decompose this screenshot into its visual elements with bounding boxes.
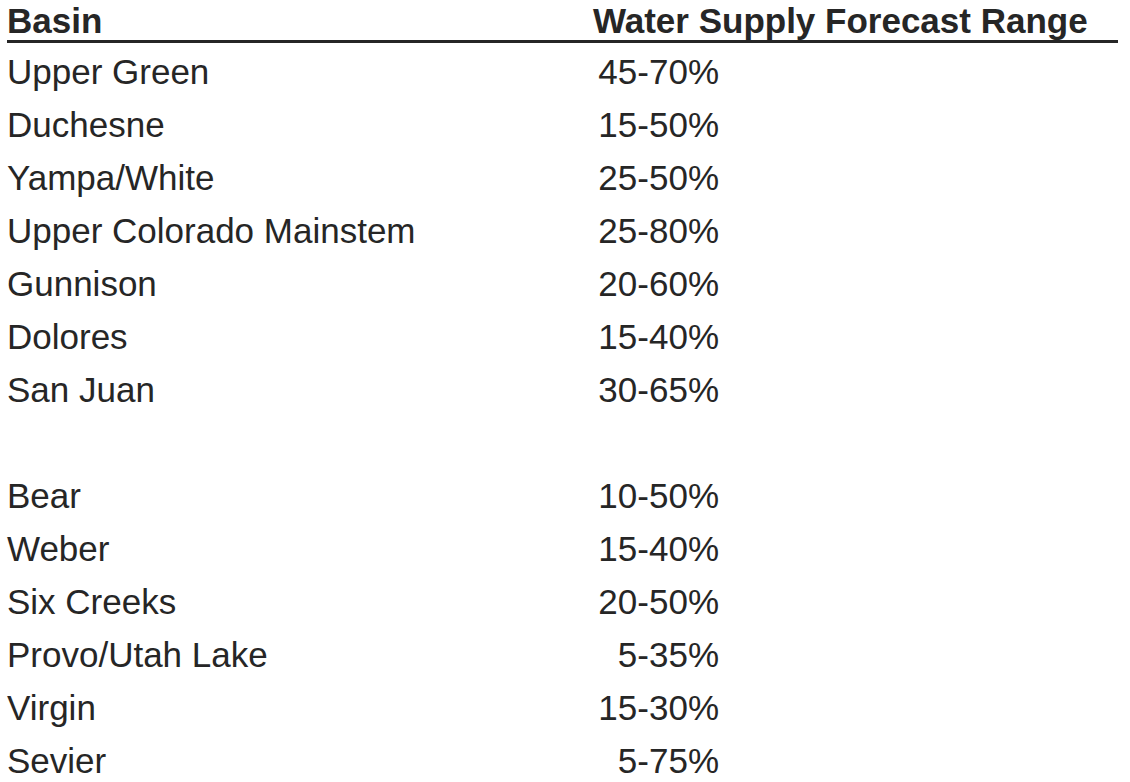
range-value: 5-35% — [593, 628, 719, 681]
table-row: Virgin15-30% — [7, 681, 1130, 734]
range-value: 20-50% — [593, 575, 719, 628]
table-row: Yampa/White25-50% — [7, 151, 1130, 204]
table-row: Duchesne15-50% — [7, 98, 1130, 151]
table-row: Weber15-40% — [7, 522, 1130, 575]
basin-cell: Sevier — [7, 734, 593, 782]
range-cell: 5-75% — [593, 734, 1118, 782]
range-value: 25-80% — [593, 204, 719, 257]
range-value: 15-50% — [593, 98, 719, 151]
range-cell: 10-50% — [593, 469, 1118, 522]
range-cell: 25-80% — [593, 204, 1118, 257]
basin-cell: Yampa/White — [7, 151, 593, 204]
range-value: 15-40% — [593, 522, 719, 575]
table-row: Sevier5-75% — [7, 734, 1130, 782]
table-row: Provo/Utah Lake5-35% — [7, 628, 1130, 681]
table-row: Upper Colorado Mainstem25-80% — [7, 204, 1130, 257]
basin-cell: Upper Colorado Mainstem — [7, 204, 593, 257]
table-row: Upper Green45-70% — [7, 45, 1130, 98]
basin-cell: Gunnison — [7, 257, 593, 310]
range-cell: 20-50% — [593, 575, 1118, 628]
group-spacer — [7, 416, 1130, 469]
range-value: 10-50% — [593, 469, 719, 522]
range-value: 15-40% — [593, 310, 719, 363]
basin-cell: San Juan — [7, 363, 593, 416]
range-value: 45-70% — [593, 45, 719, 98]
range-value: 30-65% — [593, 363, 719, 416]
range-cell: 45-70% — [593, 45, 1118, 98]
column-header-forecast-range: Water Supply Forecast Range — [593, 2, 1118, 40]
range-value: 25-50% — [593, 151, 719, 204]
column-header-basin: Basin — [7, 2, 593, 40]
table-body: Upper Green45-70%Duchesne15-50%Yampa/Whi… — [7, 43, 1130, 782]
range-cell: 5-35% — [593, 628, 1118, 681]
header-row: Basin Water Supply Forecast Range — [7, 2, 1118, 43]
table-row: Bear10-50% — [7, 469, 1130, 522]
basin-cell: Duchesne — [7, 98, 593, 151]
range-cell: 20-60% — [593, 257, 1118, 310]
basin-cell: Bear — [7, 469, 593, 522]
range-cell: 15-30% — [593, 681, 1118, 734]
range-value: 20-60% — [593, 257, 719, 310]
table-row: Dolores15-40% — [7, 310, 1130, 363]
range-value: 5-75% — [593, 734, 719, 782]
table-row: Six Creeks20-50% — [7, 575, 1130, 628]
basin-cell: Provo/Utah Lake — [7, 628, 593, 681]
range-cell: 30-65% — [593, 363, 1118, 416]
range-cell: 15-40% — [593, 522, 1118, 575]
range-cell: 15-50% — [593, 98, 1118, 151]
table-row: Gunnison20-60% — [7, 257, 1130, 310]
water-supply-forecast-table: Basin Water Supply Forecast Range Upper … — [0, 0, 1130, 782]
basin-cell: Dolores — [7, 310, 593, 363]
basin-cell: Six Creeks — [7, 575, 593, 628]
basin-cell: Upper Green — [7, 45, 593, 98]
range-cell: 15-40% — [593, 310, 1118, 363]
table-row: San Juan30-65% — [7, 363, 1130, 416]
basin-cell: Weber — [7, 522, 593, 575]
range-value: 15-30% — [593, 681, 719, 734]
basin-cell: Virgin — [7, 681, 593, 734]
range-cell: 25-50% — [593, 151, 1118, 204]
